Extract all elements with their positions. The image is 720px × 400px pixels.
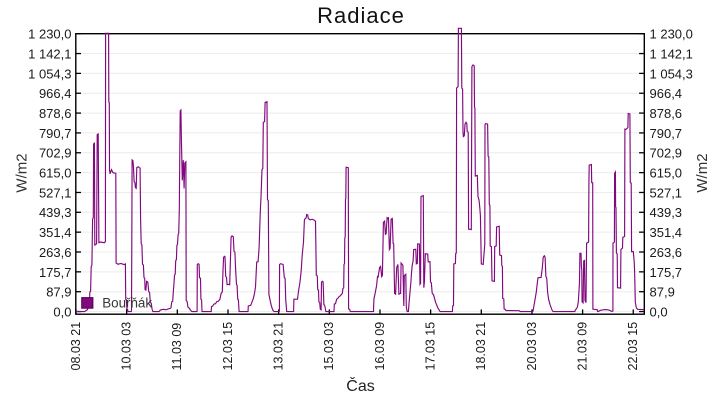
svg-text:702,9: 702,9 xyxy=(650,146,683,161)
svg-text:Radiace: Radiace xyxy=(317,3,405,28)
svg-text:1 230,0: 1 230,0 xyxy=(650,27,693,42)
svg-text:175,7: 175,7 xyxy=(650,265,683,280)
svg-text:175,7: 175,7 xyxy=(39,265,72,280)
svg-text:08.03 21: 08.03 21 xyxy=(69,322,83,371)
svg-text:263,6: 263,6 xyxy=(39,245,72,260)
svg-text:1 054,3: 1 054,3 xyxy=(28,66,71,81)
svg-text:17.03 15: 17.03 15 xyxy=(424,322,438,371)
svg-text:615,0: 615,0 xyxy=(39,166,72,181)
svg-text:790,7: 790,7 xyxy=(650,126,683,141)
svg-text:527,1: 527,1 xyxy=(650,185,683,200)
svg-text:351,4: 351,4 xyxy=(39,225,72,240)
svg-text:790,7: 790,7 xyxy=(39,126,72,141)
svg-text:1 054,3: 1 054,3 xyxy=(650,66,693,81)
svg-text:16.03 09: 16.03 09 xyxy=(373,322,387,371)
svg-text:878,6: 878,6 xyxy=(39,106,72,121)
svg-text:87,9: 87,9 xyxy=(650,285,675,300)
svg-text:Čas: Čas xyxy=(346,376,374,395)
svg-text:10.03 03: 10.03 03 xyxy=(120,322,134,371)
svg-text:351,4: 351,4 xyxy=(650,225,683,240)
svg-text:966,4: 966,4 xyxy=(39,86,72,101)
svg-text:12.03 15: 12.03 15 xyxy=(221,322,235,371)
svg-text:13.03 21: 13.03 21 xyxy=(272,322,286,371)
svg-text:702,9: 702,9 xyxy=(39,146,72,161)
svg-text:18.03 21: 18.03 21 xyxy=(474,322,488,371)
svg-text:1 142,1: 1 142,1 xyxy=(650,46,693,61)
svg-text:878,6: 878,6 xyxy=(650,106,683,121)
svg-text:20.03 03: 20.03 03 xyxy=(525,322,539,371)
svg-text:Bouřňák: Bouřňák xyxy=(102,296,152,311)
svg-text:615,0: 615,0 xyxy=(650,166,683,181)
svg-text:527,1: 527,1 xyxy=(39,185,72,200)
svg-text:0,0: 0,0 xyxy=(53,304,71,319)
svg-text:W/m2: W/m2 xyxy=(14,153,31,192)
svg-text:439,3: 439,3 xyxy=(650,205,683,220)
svg-text:1 230,0: 1 230,0 xyxy=(28,27,71,42)
svg-text:22.03 15: 22.03 15 xyxy=(626,322,640,371)
svg-text:439,3: 439,3 xyxy=(39,205,72,220)
svg-text:966,4: 966,4 xyxy=(650,86,683,101)
svg-text:11.03 09: 11.03 09 xyxy=(170,323,184,371)
svg-text:87,9: 87,9 xyxy=(46,285,71,300)
svg-text:15.03 03: 15.03 03 xyxy=(322,322,336,371)
svg-text:0,0: 0,0 xyxy=(650,304,668,319)
svg-text:21.03 09: 21.03 09 xyxy=(576,322,590,371)
svg-text:W/m2: W/m2 xyxy=(694,153,711,192)
svg-text:1 142,1: 1 142,1 xyxy=(28,46,71,61)
svg-text:263,6: 263,6 xyxy=(650,245,683,260)
